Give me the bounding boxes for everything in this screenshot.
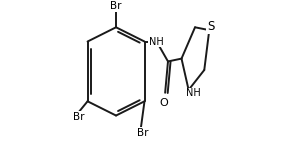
Text: Br: Br [137,128,148,138]
Text: NH: NH [149,37,164,47]
Text: NH: NH [186,88,201,98]
Text: Br: Br [73,112,84,122]
Text: O: O [160,98,168,108]
Text: S: S [207,20,215,33]
Text: Br: Br [110,1,122,11]
